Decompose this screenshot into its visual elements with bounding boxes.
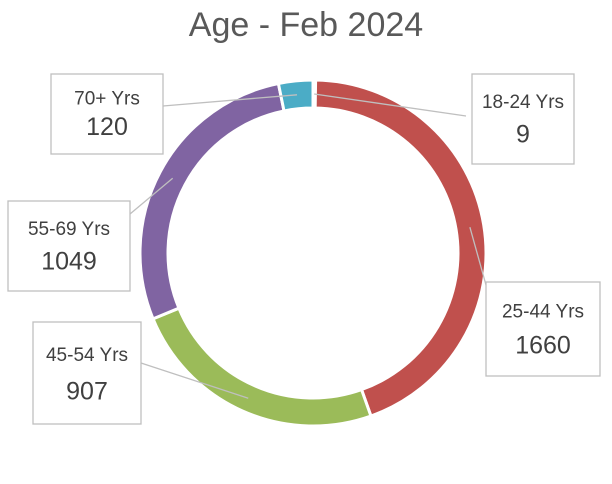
leader-line-70-yrs bbox=[162, 94, 298, 107]
data-label-value: 1049 bbox=[41, 247, 97, 275]
chart-title: Age - Feb 2024 bbox=[189, 6, 423, 44]
data-label-55-69-yrs: 55-69 Yrs 1049 bbox=[7, 200, 131, 292]
data-label-category: 70+ Yrs bbox=[74, 88, 140, 109]
data-label-70-yrs: 70+ Yrs 120 bbox=[50, 73, 164, 155]
leader-line-25-44-yrs bbox=[469, 226, 487, 286]
data-label-18-24-yrs: 18-24 Yrs 9 bbox=[471, 73, 575, 165]
data-label-45-54-yrs: 45-54 Yrs 907 bbox=[32, 321, 142, 425]
slice-45-54-yrs bbox=[151, 306, 373, 428]
data-label-value: 9 bbox=[516, 120, 530, 148]
leader-line-55-69-yrs bbox=[129, 177, 174, 215]
callouts-group: 18-24 Yrs 9 25-44 Yrs 1660 45-54 Yrs 907 55-69… bbox=[7, 73, 601, 425]
data-label-category: 25-44 Yrs bbox=[502, 302, 584, 323]
callout-box bbox=[485, 281, 601, 377]
slices-group bbox=[138, 78, 488, 428]
callout-box bbox=[32, 321, 142, 425]
slice-25-44-yrs bbox=[313, 78, 488, 418]
callout-box bbox=[7, 200, 131, 292]
data-label-category: 45-54 Yrs bbox=[46, 345, 128, 366]
leader-lines-group bbox=[129, 93, 487, 399]
callout-box bbox=[471, 73, 575, 165]
data-label-value: 1660 bbox=[515, 331, 571, 359]
data-label-25-44-yrs: 25-44 Yrs 1660 bbox=[485, 281, 601, 377]
data-label-category: 18-24 Yrs bbox=[482, 92, 564, 113]
leader-line-45-54-yrs bbox=[140, 362, 249, 399]
callout-box bbox=[50, 73, 164, 155]
data-label-value: 907 bbox=[66, 378, 108, 406]
data-label-category: 55-69 Yrs bbox=[28, 219, 110, 240]
leader-line-18-24-yrs bbox=[314, 93, 467, 117]
data-label-value: 120 bbox=[86, 113, 128, 141]
